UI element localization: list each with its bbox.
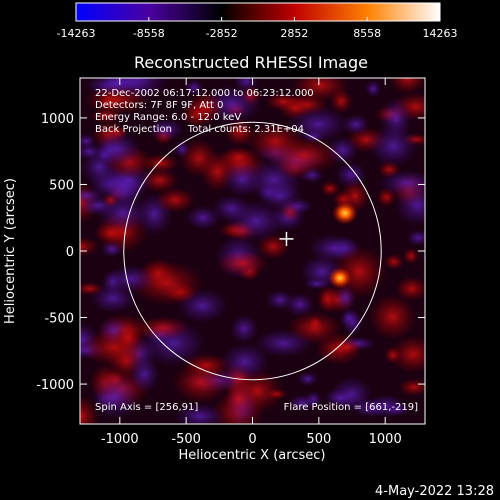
energy-range-text: Energy Range: 6.0 - 12.0 keV (95, 112, 241, 123)
colorbar-ticks: -14263 -8558 -2852 2852 8558 14263 (57, 17, 458, 40)
x-tick-label: 0 (248, 432, 256, 447)
reconstructed-emission (80, 78, 425, 424)
method-counts-text: Back Projection Total counts: 2.31E+04 (95, 124, 304, 135)
y-axis-label: Heliocentric Y (arcsec) (3, 178, 18, 324)
y-tick-label: 500 (49, 178, 74, 193)
time-range-text: 22-Dec-2002 06:17:12.000 to 06:23:12.000 (95, 88, 314, 99)
spin-axis-text: Spin Axis = [256,91] (95, 402, 198, 413)
x-axis-label: Heliocentric X (arcsec) (179, 448, 326, 463)
x-tick-label: -1000 (101, 432, 139, 447)
map-center-marker (279, 231, 294, 246)
colorbar-tick-label: -8558 (133, 27, 165, 40)
plot-title: Reconstructed RHESSI Image (134, 53, 368, 72)
image-area (80, 78, 425, 424)
detectors-text: Detectors: 7F 8F 9F, Att 0 (95, 100, 223, 111)
x-tick-label: 1000 (369, 432, 402, 447)
y-tick-label: 1000 (41, 112, 74, 127)
x-tick-label: -500 (171, 432, 201, 447)
solar-limb-circle (123, 121, 382, 381)
timestamp: 4-May-2022 13:28 (375, 484, 494, 499)
axis-ticks: -1000 -500 0 500 1000 -1000 -500 0 500 1000 (36, 78, 425, 447)
x-tick-label: 500 (306, 432, 331, 447)
colorbar (75, 2, 441, 22)
y-tick-label: 0 (66, 245, 74, 260)
colorbar-tick-label: -14263 (57, 27, 96, 40)
y-tick-label: -1000 (36, 378, 74, 393)
colorbar-tick-label: 2852 (280, 27, 308, 40)
flare-position-text: Flare Position = [661,-219] (284, 402, 418, 413)
y-tick-label: -500 (44, 312, 74, 327)
colorbar-tick-label: 14263 (423, 27, 458, 40)
colorbar-tick-label: 8558 (353, 27, 381, 40)
colorbar-tick-label: -2852 (206, 27, 238, 40)
